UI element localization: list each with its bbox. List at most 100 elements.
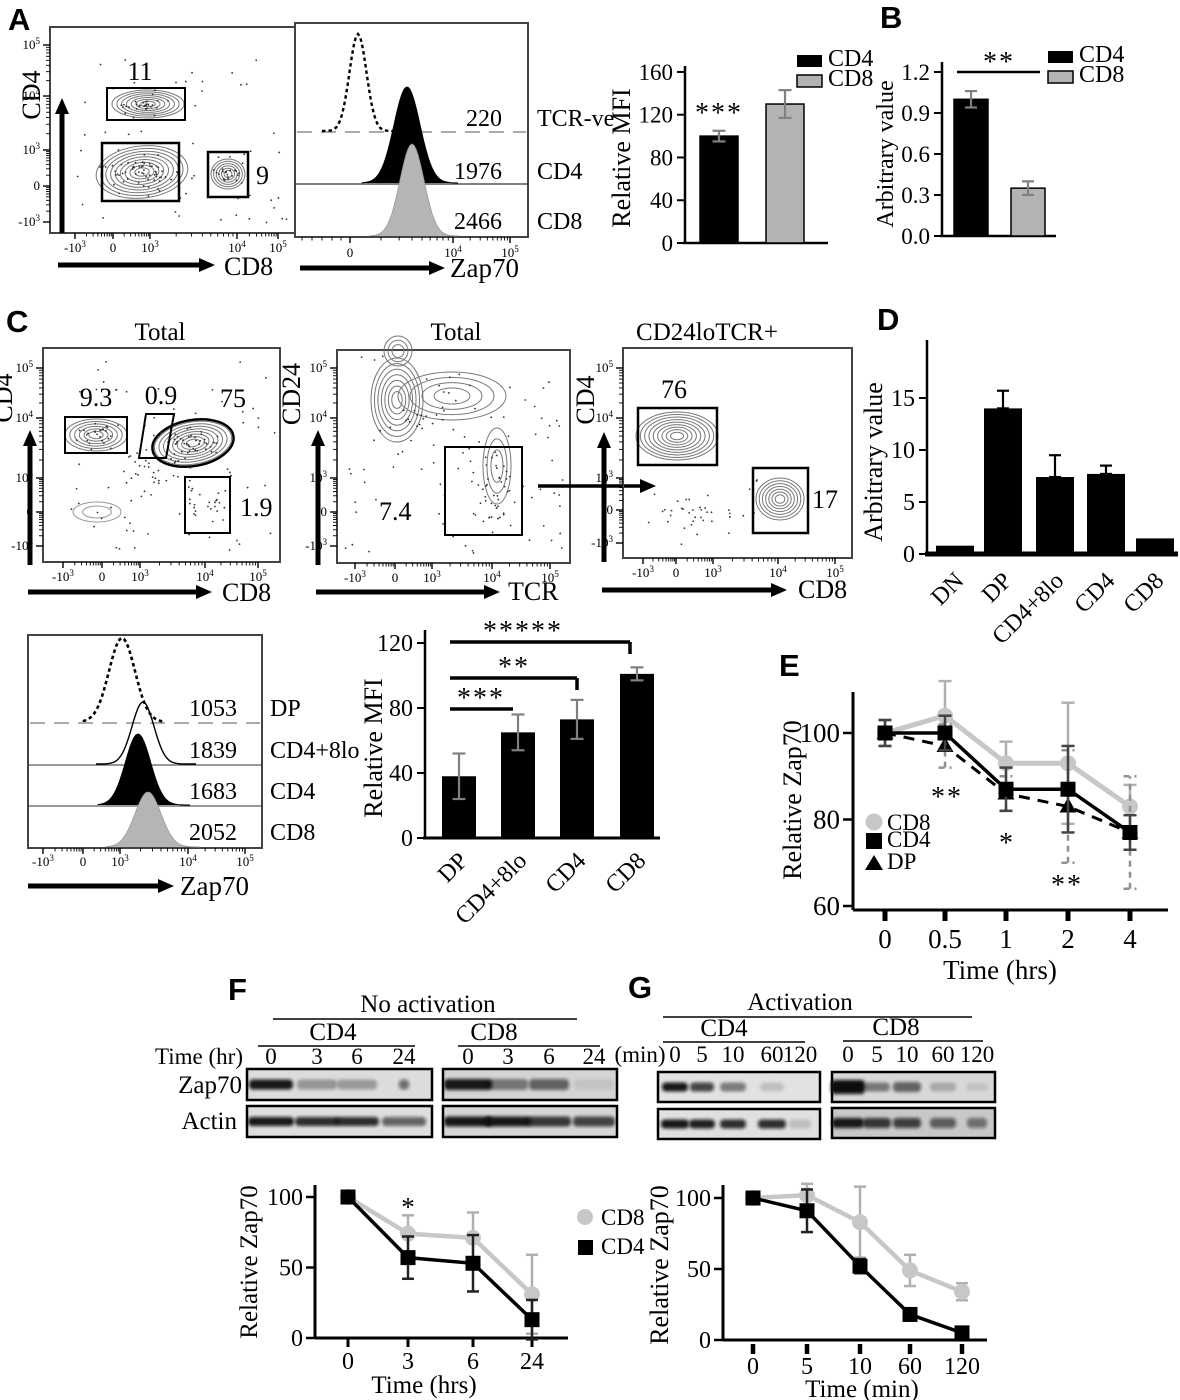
svg-text:220: 220	[466, 106, 502, 132]
svg-text:TCR: TCR	[508, 577, 559, 606]
svg-text:CD8: CD8	[470, 1019, 517, 1046]
svg-text:5: 5	[801, 1354, 813, 1380]
svg-text:104: 104	[228, 239, 246, 255]
svg-text:10: 10	[891, 438, 915, 464]
flow-plot-c-total-cd4-cd8: Total1051041030-103-10301031041059.30.97…	[0, 319, 281, 607]
svg-text:60: 60	[932, 1042, 955, 1067]
svg-text:120: 120	[960, 1042, 995, 1067]
svg-text:120: 120	[944, 1354, 980, 1380]
svg-text:Relative MFI: Relative MFI	[607, 88, 636, 227]
svg-text:3: 3	[402, 1349, 414, 1375]
svg-text:-103: -103	[64, 239, 86, 255]
svg-text:2: 2	[1061, 924, 1075, 954]
svg-text:-103: -103	[32, 853, 54, 869]
svg-text:1053: 1053	[189, 696, 237, 722]
svg-text:CD8: CD8	[601, 1205, 644, 1230]
svg-text:1683: 1683	[189, 779, 237, 805]
svg-text:***: ***	[457, 683, 505, 714]
svg-text:CD8: CD8	[224, 252, 273, 281]
svg-text:-103: -103	[18, 213, 40, 229]
line-chart-f-relative-zap70: 0 50 100 0 3 6 24 Time (hrs) Relative Zap70 * CD8 C…	[236, 1185, 645, 1399]
svg-text:0.3: 0.3	[901, 183, 930, 208]
panel-label-g: G	[628, 970, 653, 1005]
svg-text:Relative MFI: Relative MFI	[359, 678, 388, 817]
panel-label-c: C	[6, 304, 29, 339]
svg-text:CD8: CD8	[222, 578, 271, 607]
svg-text:1.2: 1.2	[901, 60, 930, 85]
svg-text:CD4: CD4	[1079, 42, 1124, 68]
svg-text:CD4: CD4	[17, 70, 46, 119]
svg-text:CD8: CD8	[887, 810, 930, 835]
svg-text:10: 10	[896, 1042, 919, 1067]
svg-text:3: 3	[502, 1044, 514, 1069]
svg-text:105: 105	[826, 564, 844, 580]
svg-text:105: 105	[22, 36, 40, 52]
svg-text:104: 104	[483, 569, 501, 585]
svg-text:80: 80	[650, 145, 673, 170]
svg-text:17: 17	[812, 485, 838, 514]
svg-text:120: 120	[783, 1042, 818, 1067]
svg-text:75: 75	[220, 384, 246, 413]
svg-text:76: 76	[661, 375, 687, 404]
flow-plot-c-cd24lotcr-cd4-cd8: CD24loTCR+1051041030-103-103010310410576…	[571, 319, 853, 604]
svg-text:CD24: CD24	[277, 363, 306, 425]
svg-text:24: 24	[393, 1044, 417, 1069]
svg-text:50: 50	[279, 1256, 303, 1282]
svg-text:105: 105	[595, 359, 613, 375]
svg-text:CD8: CD8	[270, 820, 315, 846]
svg-text:CD4: CD4	[541, 848, 591, 898]
svg-text:0: 0	[669, 1042, 681, 1067]
svg-text:0: 0	[291, 1326, 303, 1352]
svg-text:105: 105	[501, 244, 519, 260]
svg-text:CD4: CD4	[887, 827, 931, 852]
svg-text:*: *	[999, 828, 1013, 859]
svg-text:6: 6	[467, 1349, 479, 1375]
svg-text:**: **	[931, 782, 963, 813]
svg-text:6: 6	[351, 1044, 363, 1069]
svg-text:CD8: CD8	[537, 209, 582, 235]
svg-text:1.9: 1.9	[240, 493, 273, 522]
svg-text:60: 60	[898, 1354, 922, 1380]
svg-text:**: **	[498, 652, 530, 683]
svg-text:105: 105	[236, 853, 254, 869]
svg-text:CD8: CD8	[872, 1014, 919, 1041]
svg-text:Relative Zap70: Relative Zap70	[236, 1185, 263, 1338]
svg-text:Arbitrary value: Arbitrary value	[873, 80, 899, 227]
svg-text:CD4: CD4	[537, 159, 582, 185]
svg-text:DP: DP	[433, 848, 473, 888]
svg-text:104: 104	[15, 409, 33, 425]
svg-text:160: 160	[639, 60, 674, 85]
line-chart-g-relative-zap70: 0 50 100 0 5 10 60 120 Time (min) Relative Zap70	[645, 1182, 987, 1400]
svg-text:1: 1	[999, 924, 1013, 954]
svg-text:***: ***	[695, 98, 743, 129]
svg-text:104: 104	[309, 409, 327, 425]
svg-text:2052: 2052	[189, 820, 237, 846]
svg-text:DP: DP	[270, 696, 301, 722]
svg-text:0.9: 0.9	[901, 101, 930, 126]
svg-text:0.9: 0.9	[145, 381, 178, 410]
svg-text:5: 5	[871, 1042, 883, 1067]
svg-text:0: 0	[462, 1044, 474, 1069]
histogram-c-zap70: 1053 DP 1839 CD4+8lo 1683 CD4 2052 CD8 -103 0 103 1…	[27, 634, 360, 901]
panel-label-f: F	[228, 972, 247, 1007]
flow-plot-a-cd4-vs-cd8: 105 104 103 0 -103 -103 0 103 104 105 11 9 CD4 CD8	[17, 26, 296, 281]
svg-text:-103: -103	[344, 569, 366, 585]
svg-text:10: 10	[848, 1354, 872, 1380]
svg-text:DP: DP	[977, 568, 1017, 608]
svg-text:CD8: CD8	[1079, 62, 1124, 88]
svg-text:Time (hr): Time (hr)	[155, 1044, 243, 1069]
svg-text:105: 105	[15, 359, 33, 375]
svg-text:Relative Zap70: Relative Zap70	[778, 720, 807, 880]
svg-text:0: 0	[80, 854, 87, 869]
svg-text:104: 104	[179, 853, 197, 869]
svg-text:50: 50	[687, 1257, 711, 1283]
svg-text:0: 0	[673, 565, 680, 580]
svg-text:15: 15	[891, 386, 915, 412]
svg-text:9: 9	[256, 161, 269, 190]
